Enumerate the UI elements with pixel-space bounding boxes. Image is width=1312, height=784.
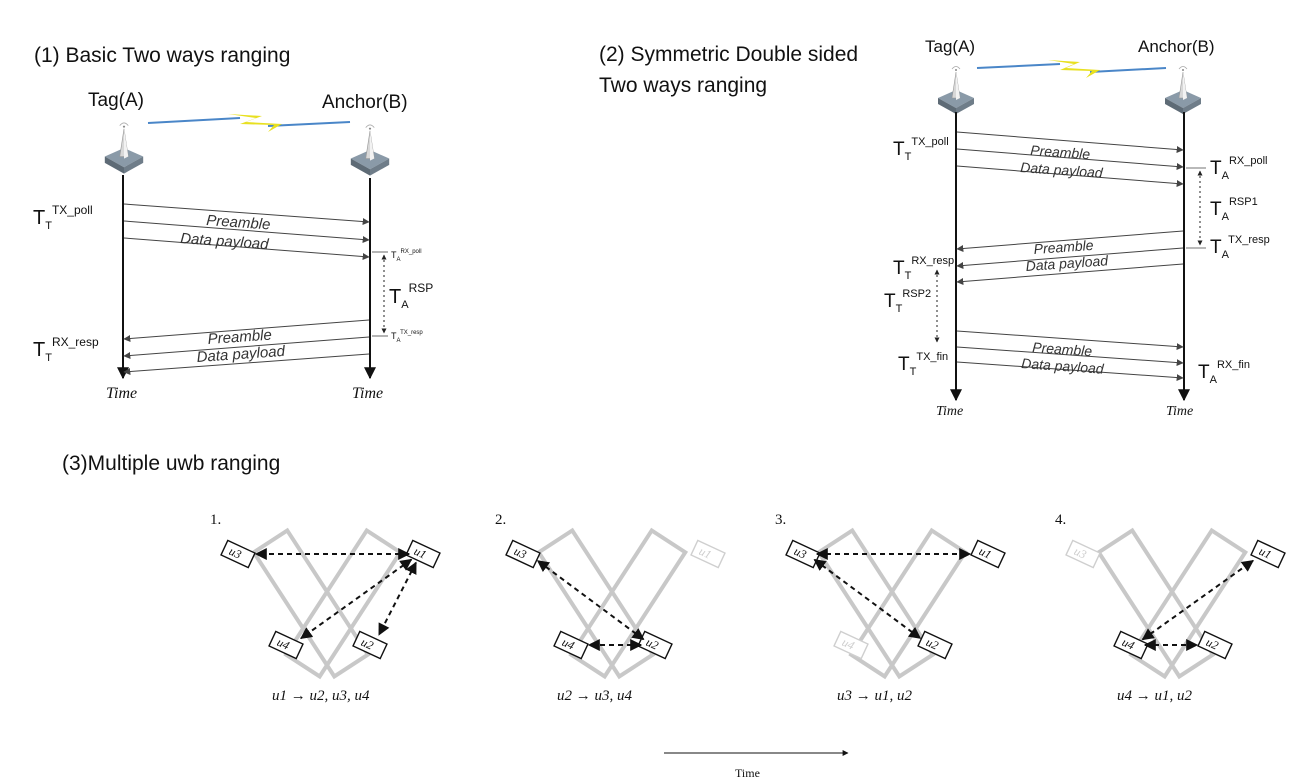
data-payload-label: Data payload — [196, 343, 286, 366]
step-formula: u1 → u2, u3, u4 — [272, 688, 370, 704]
ta-rsp1-label: TARSP1 — [1210, 196, 1258, 223]
step-number: 2. — [495, 512, 506, 528]
radio-link — [976, 60, 1167, 78]
preamble-label: Preamble — [1030, 142, 1091, 162]
step-formula: u3 → u1, u2 — [837, 688, 913, 704]
step-number: 1. — [210, 512, 221, 528]
ta-rx-fin-label: TARX_fin — [1198, 359, 1250, 386]
node-label: u4 — [1120, 635, 1137, 653]
tt-tx-poll-label: TTTX_poll — [893, 136, 949, 163]
node-u1: u1 — [405, 539, 441, 569]
node-u2: u2 — [352, 630, 388, 660]
ranging-link-u1-u4 — [300, 558, 413, 640]
anchor-time-label: Time — [1166, 404, 1193, 419]
node-label: u2 — [924, 635, 941, 653]
node-label: u4 — [275, 635, 292, 653]
preamble-label: Preamble — [1032, 339, 1093, 359]
node-label: u1 — [412, 544, 429, 562]
step-formula: u4 → u1, u2 — [1117, 688, 1193, 704]
node-u2: u2 — [917, 630, 953, 660]
node-u3: u3 — [505, 539, 541, 569]
section-basic-two-way-ranging: (1) Basic Two ways ranging Tag(A) Anchor… — [33, 44, 433, 402]
node-u2: u2 — [1197, 630, 1233, 660]
tt-tx-fin-label: TTTX_fin — [898, 351, 948, 378]
anchor-b-label: Anchor(B) — [322, 92, 408, 113]
section-2-title-line-1: (2) Symmetric Double sided — [599, 43, 858, 66]
step-number: 4. — [1055, 512, 1066, 528]
data-payload-label: Data payload — [1021, 355, 1106, 377]
tag-antenna-icon — [104, 122, 144, 175]
ranging-steps: 1. u3 u4 u1 u2 u1 → u2, u3, u4 2. u3 u4 u1 u2 u2 → … — [210, 512, 1286, 704]
anchor-b-label: Anchor(B) — [1138, 37, 1215, 56]
node-u3: u3 — [1065, 539, 1101, 569]
response-message: Preamble Data payload — [956, 230, 1184, 285]
step-formula: u2 → u3, u4 — [557, 688, 633, 704]
node-label: u3 — [227, 544, 244, 562]
section-2-title-line-2: Two ways ranging — [599, 74, 767, 97]
node-label: u3 — [792, 544, 809, 562]
node-u4: u4 — [1113, 630, 1149, 660]
tag-a-label: Tag(A) — [925, 37, 975, 56]
poll-message: Preamble Data payload — [956, 131, 1184, 187]
section-3-title: (3)Multiple uwb ranging — [62, 452, 280, 475]
ranging-step-4: 4. u3 u4 u1 u2 u4 → u1, u2 — [1055, 512, 1286, 704]
section-multiple-uwb-ranging: (3)Multiple uwb ranging 1. u3 u4 u1 u2 u1 → u… — [62, 452, 1286, 780]
anchor-antenna-icon — [350, 124, 390, 177]
tag-a-label: Tag(A) — [88, 90, 144, 111]
lightning-bolt-icon — [1048, 60, 1100, 78]
preamble-label: Preamble — [207, 327, 272, 348]
ta-tx-resp-label: TATX_resp — [391, 330, 423, 344]
poll-message: Preamble Data payload — [123, 203, 370, 261]
node-label: u4 — [840, 635, 857, 653]
tt-tx-poll-label: TTTX_poll — [33, 203, 93, 232]
node-u3: u3 — [220, 539, 256, 569]
tt-rsp2-label: TTRSP2 — [884, 288, 931, 315]
node-u1: u1 — [970, 539, 1006, 569]
tag-antenna-icon — [937, 65, 975, 115]
section-1-title: (1) Basic Two ways ranging — [34, 44, 290, 67]
ta-tx-resp-label: TATX_resp — [1210, 234, 1270, 261]
node-label: u2 — [644, 635, 661, 653]
ranging-link-u4-u1 — [1141, 559, 1254, 641]
ta-rx-poll-label: TARX_poll — [391, 249, 422, 263]
node-label: u1 — [977, 544, 994, 562]
anchor-antenna-icon — [1164, 65, 1202, 115]
data-payload-label: Data payload — [1025, 252, 1110, 274]
step-number: 3. — [775, 512, 786, 528]
final-message: Preamble Data payload — [956, 330, 1184, 382]
node-u4: u4 — [268, 630, 304, 660]
tt-rx-resp-label: TTRX_resp — [893, 255, 954, 282]
node-label: u1 — [697, 544, 714, 562]
data-payload-label: Data payload — [1020, 159, 1105, 181]
data-payload-label: Data payload — [180, 230, 270, 253]
preamble-label: Preamble — [1033, 237, 1094, 257]
node-u3: u3 — [785, 539, 821, 569]
ranging-step-3: 3. u3 u4 u1 u2 u3 → u1, u2 — [775, 512, 1006, 704]
node-label: u1 — [1257, 544, 1274, 562]
ranging-link-u2-u3 — [536, 560, 645, 641]
node-label: u2 — [359, 635, 376, 653]
node-u1: u1 — [1250, 539, 1286, 569]
ta-rx-poll-label: TARX_poll — [1210, 155, 1267, 182]
section-symmetric-double-sided: (2) Symmetric Double sided Two ways rang… — [599, 37, 1270, 419]
node-label: u3 — [1072, 544, 1089, 562]
tag-time-label: Time — [936, 404, 963, 419]
anchor-time-label: Time — [352, 385, 383, 402]
node-u1: u1 — [690, 539, 726, 569]
ranging-step-1: 1. u3 u4 u1 u2 u1 → u2, u3, u4 — [210, 512, 441, 704]
tt-rx-resp-label: TTRX_resp — [33, 335, 99, 364]
ta-rsp-label: TARSP — [389, 281, 433, 311]
node-u2: u2 — [637, 630, 673, 660]
node-label: u3 — [512, 544, 529, 562]
lightning-bolt-icon — [228, 114, 282, 132]
preamble-label: Preamble — [206, 212, 271, 233]
response-message: Preamble Data payload — [123, 319, 370, 376]
tag-time-label: Time — [106, 385, 137, 402]
time-axis-label: Time — [735, 766, 760, 780]
radio-link — [147, 114, 351, 132]
ranging-link-u3-u2 — [813, 558, 922, 639]
